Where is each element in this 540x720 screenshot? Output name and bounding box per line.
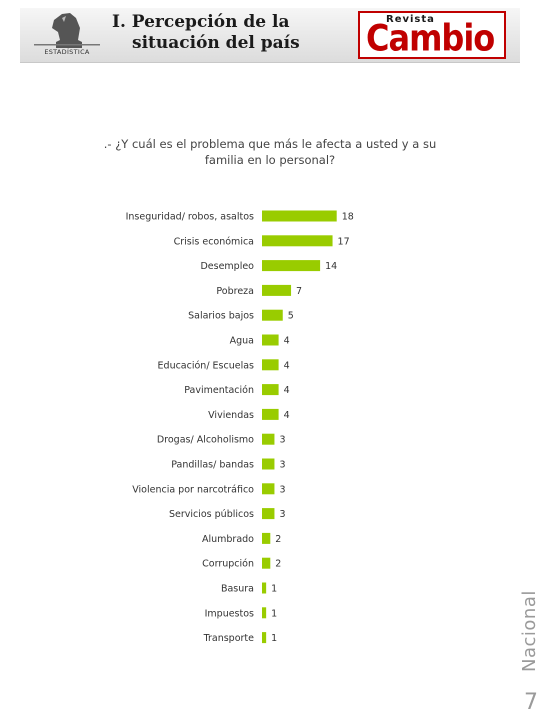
bar-value-label: 3 <box>279 460 285 471</box>
category-label: Agua <box>230 336 254 347</box>
bar <box>262 508 275 520</box>
bar <box>262 384 279 396</box>
bar-value-label: 2 <box>275 559 281 570</box>
bar <box>262 334 279 346</box>
bar <box>262 235 333 247</box>
category-label: Pavimentación <box>184 385 254 396</box>
revista-cambio-logo: Revista Cambio <box>358 11 506 60</box>
bar <box>262 284 292 296</box>
left-logo-text: ESTADÍSTICA <box>44 48 90 56</box>
header-banner: ESTADÍSTICA I. Percepción de la situació… <box>20 8 520 63</box>
category-label: Crisis económica <box>174 236 254 247</box>
category-label: Servicios públicos <box>169 509 254 520</box>
page-number: 7 <box>524 690 538 715</box>
title-line-2: situación del país <box>132 33 300 53</box>
bar <box>262 458 275 470</box>
category-label: Pandillas/ bandas <box>171 460 254 471</box>
bar-value-label: 1 <box>271 633 277 644</box>
question-line-1: .- ¿Y cuál es el problema que más le afe… <box>103 137 437 151</box>
bar <box>262 433 275 445</box>
bar-chart: Inseguridad/ robos, asaltos 18 Crisis econ… <box>126 210 354 644</box>
category-label: Transporte <box>203 633 255 644</box>
bar <box>262 359 279 371</box>
bar-value-label: 18 <box>342 212 354 223</box>
category-label: Pobreza <box>216 286 254 297</box>
bar <box>262 557 271 569</box>
bar-value-label: 4 <box>284 385 290 396</box>
bar <box>262 532 271 544</box>
bar-value-label: 7 <box>296 286 302 297</box>
bar-value-label: 5 <box>288 311 294 322</box>
category-label: Impuestos <box>205 608 254 619</box>
bar-value-label: 4 <box>284 336 290 347</box>
category-label: Basura <box>221 584 254 595</box>
logo-small-text: Revista <box>386 14 435 25</box>
page-title: I. Percepción de la situación del país <box>112 12 300 54</box>
category-label: Salarios bajos <box>188 311 254 322</box>
category-label: Drogas/ Alcoholismo <box>157 435 254 446</box>
title-line-1: I. Percepción de la <box>112 12 290 32</box>
category-label: Viviendas <box>208 410 254 421</box>
bar-value-label: 4 <box>284 360 290 371</box>
category-label: Violencia por narcotráfico <box>132 484 254 495</box>
category-label: Desempleo <box>200 261 254 272</box>
bar-value-label: 1 <box>271 608 277 619</box>
bar-value-label: 17 <box>338 236 350 247</box>
category-label: Corrupción <box>202 559 254 570</box>
bar <box>262 260 321 272</box>
bar-value-label: 2 <box>275 534 281 545</box>
bar-value-label: 3 <box>279 509 285 520</box>
bar <box>262 582 267 594</box>
bar <box>262 483 275 495</box>
category-label: Alumbrado <box>202 534 254 545</box>
survey-question: .- ¿Y cuál es el problema que más le afe… <box>70 136 470 168</box>
bar <box>262 210 337 222</box>
question-line-2: familia en lo personal? <box>204 153 336 167</box>
category-label: Educación/ Escuelas <box>158 360 255 371</box>
bar <box>262 408 279 420</box>
bar-value-label: 3 <box>279 435 285 446</box>
bar <box>262 607 267 619</box>
knight-logo: ESTADÍSTICA <box>26 10 108 60</box>
category-label: Inseguridad/ robos, asaltos <box>126 212 254 223</box>
bar-value-label: 1 <box>271 584 277 595</box>
bar <box>262 309 283 321</box>
chess-knight-icon <box>34 13 100 48</box>
logo-big-text: Cambio <box>366 16 495 60</box>
bar <box>262 632 267 644</box>
bar-value-label: 14 <box>325 261 337 272</box>
bar-value-label: 4 <box>284 410 290 421</box>
side-label: Nacional <box>519 590 540 672</box>
bar-value-label: 3 <box>279 484 285 495</box>
